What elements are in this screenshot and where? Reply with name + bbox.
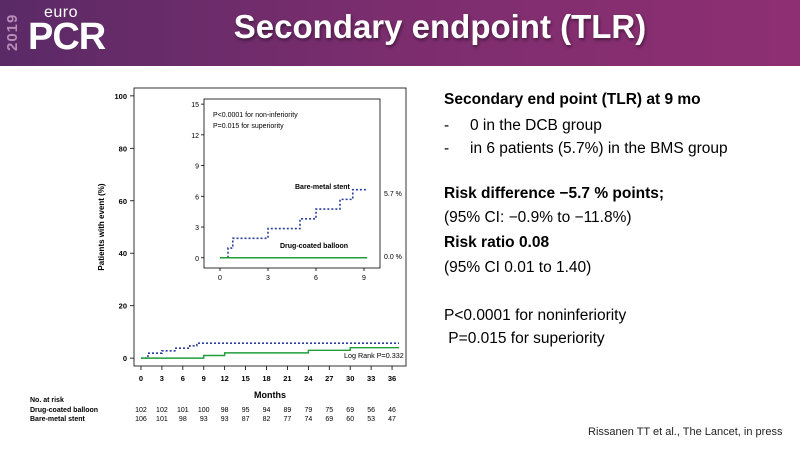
summary-heading: Secondary end point (TLR) at 9 mo [444, 91, 701, 108]
risk-value: 79 [304, 407, 312, 414]
inset-x-tick-label: 6 [314, 275, 318, 282]
x-axis-label: Months [254, 390, 286, 400]
y-tick-label: 100 [114, 92, 127, 101]
inset-p-superiority: P=0.015 for superiority [213, 123, 284, 130]
risk-value: 94 [263, 407, 271, 414]
risk-ratio: Risk ratio 0.08 [444, 234, 550, 251]
inset-dcb-value: 0.0 % [384, 254, 402, 261]
risk-value: 93 [200, 416, 208, 423]
risk-value: 69 [346, 407, 354, 414]
x-tick-label: 36 [388, 374, 396, 383]
log-rank-annotation: Log Rank P=0.332 [344, 351, 404, 360]
inset-bms-label: Bare-metal stent [295, 184, 351, 191]
inset-y-tick-label: 15 [191, 102, 199, 109]
y-axis-label: Patients with event (%) [97, 183, 106, 270]
x-tick-label: 27 [325, 374, 333, 383]
risk-value: 102 [156, 407, 168, 414]
inset-frame [203, 98, 381, 269]
risk-difference: Risk difference −5.7 % points; [444, 185, 665, 202]
x-tick-label: 15 [241, 374, 249, 383]
p-noninferiority: P<0.0001 for noninferiority [444, 307, 627, 324]
x-tick-label: 3 [160, 374, 164, 383]
risk-value: 93 [221, 416, 229, 423]
p-superiority: P=0.015 for superiority [444, 330, 605, 347]
inset-y-tick-label: 9 [195, 164, 199, 171]
x-tick-label: 30 [346, 374, 354, 383]
risk-ratio-ci: (95% CI 0.01 to 1.40) [444, 259, 592, 276]
inset-x-tick-label: 3 [266, 275, 270, 282]
inset-dcb-label: Drug-coated balloon [280, 243, 348, 250]
bullet-text: 0 in the DCB group [470, 117, 602, 134]
x-tick-label: 21 [283, 374, 291, 383]
x-tick-label: 18 [262, 374, 270, 383]
inset-series-line [220, 188, 368, 259]
risk-value: 60 [346, 416, 354, 423]
risk-value: 89 [284, 407, 292, 414]
x-tick-label: 6 [181, 374, 185, 383]
plot-frame [133, 87, 407, 367]
x-tick-label: 9 [202, 374, 206, 383]
risk-row-name: Drug-coated balloon [30, 407, 98, 414]
bullet-text: in 6 patients (5.7%) in the BMS group [470, 140, 728, 157]
x-tick-label: 24 [304, 374, 313, 383]
inset-y-tick-label: 12 [191, 133, 199, 140]
inset-y-tick-label: 0 [195, 256, 199, 263]
x-tick-label: 0 [139, 374, 143, 383]
risk-value: 47 [388, 416, 396, 423]
header-banner: 2019 euro PCR Secondary endpoint (TLR) [0, 0, 800, 66]
risk-value: 46 [388, 407, 396, 414]
risk-value: 56 [367, 407, 375, 414]
summary-bullet: - 0 in the DCB group [444, 117, 602, 135]
series-line [140, 346, 400, 359]
logo-euro: euro [44, 4, 79, 21]
risk-row-name: Bare-metal stent [30, 416, 86, 423]
risk-value: 77 [284, 416, 292, 423]
risk-value: 75 [325, 407, 333, 414]
series-line [140, 342, 400, 359]
summary-bullet: - in 6 patients (5.7%) in the BMS group [444, 140, 728, 158]
risk-value: 101 [156, 416, 168, 423]
inset-x-tick-label: 9 [362, 275, 366, 282]
bullet-marker: - [444, 140, 450, 157]
risk-value: 95 [242, 407, 250, 414]
risk-value: 101 [177, 407, 189, 414]
risk-value: 82 [263, 416, 271, 423]
y-tick-label: 40 [119, 249, 127, 258]
risk-value: 87 [242, 416, 250, 423]
x-tick-label: 12 [220, 374, 228, 383]
risk-value: 98 [179, 416, 187, 423]
slide-title: Secondary endpoint (TLR) [233, 8, 647, 45]
risk-value: 74 [304, 416, 312, 423]
y-tick-label: 0 [123, 354, 127, 363]
risk-table-label: No. at risk [30, 397, 64, 404]
inset-bms-value: 5.7 % [384, 191, 402, 198]
risk-value: 102 [135, 407, 147, 414]
risk-value: 98 [221, 407, 229, 414]
inset-p-noninferiority: P<0.0001 for non-inferiority [213, 112, 298, 119]
y-tick-label: 80 [119, 144, 127, 153]
y-tick-label: 60 [119, 197, 127, 206]
citation: Rissanen TT et al., The Lancet, in press [588, 426, 783, 438]
y-tick-label: 20 [119, 302, 127, 311]
risk-value: 106 [135, 416, 147, 423]
risk-value: 100 [198, 407, 210, 414]
risk-value: 53 [367, 416, 375, 423]
x-tick-label: 33 [367, 374, 375, 383]
risk-difference-ci: (95% CI: −0.9% to −11.8%) [444, 209, 632, 226]
inset-y-tick-label: 3 [195, 225, 199, 232]
inset-y-tick-label: 6 [195, 194, 199, 201]
inset-x-tick-label: 0 [218, 275, 222, 282]
risk-value: 69 [325, 416, 333, 423]
bullet-marker: - [444, 117, 450, 134]
logo-pcr: PCR [28, 16, 106, 58]
